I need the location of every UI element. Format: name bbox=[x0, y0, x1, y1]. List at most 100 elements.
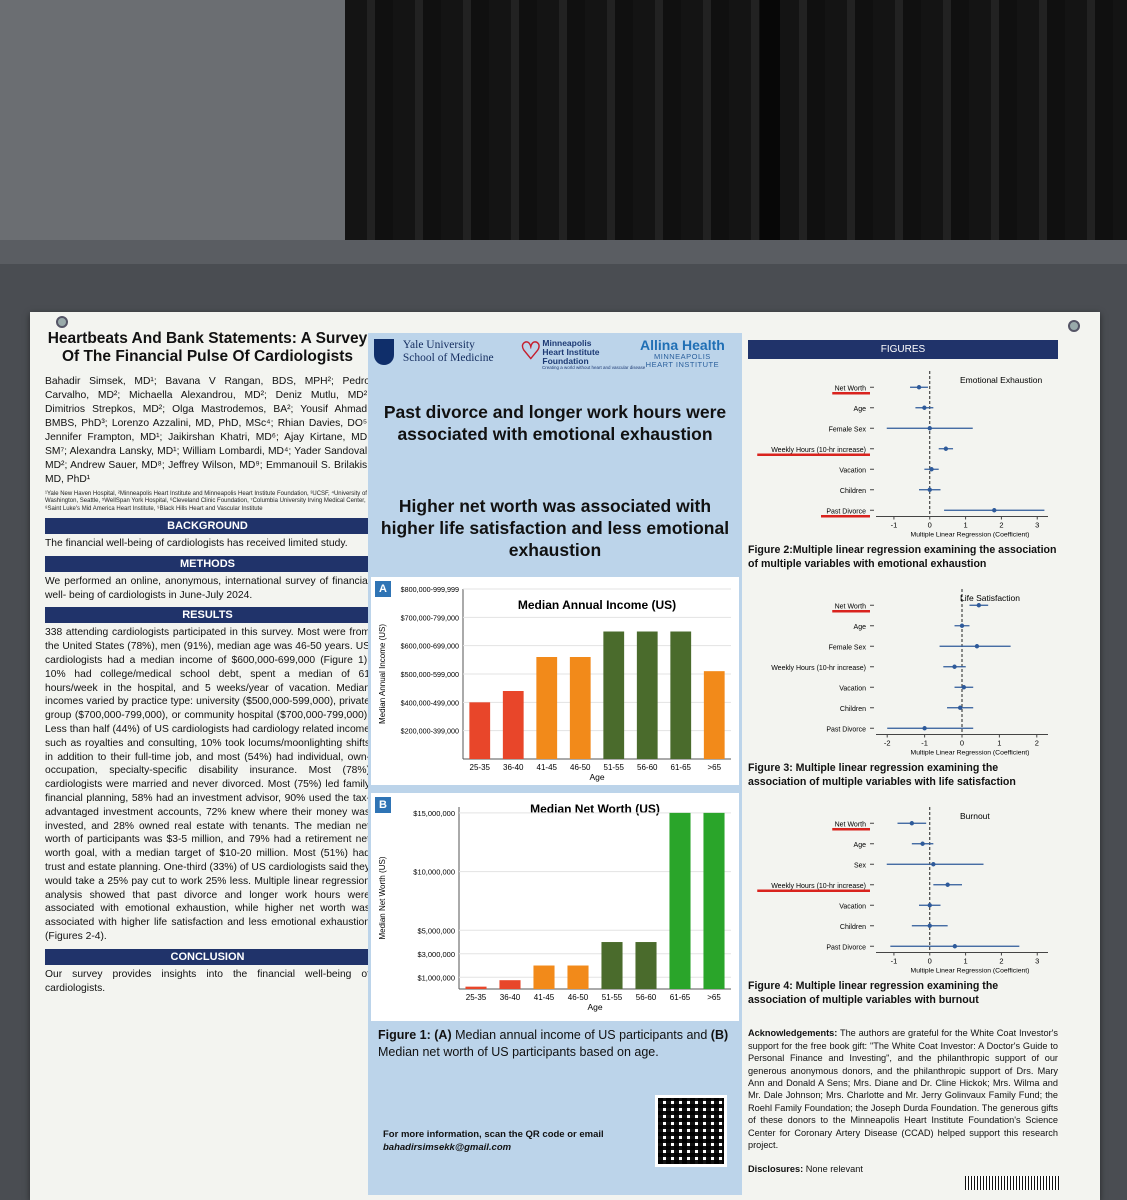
income-bar-chart: Median Annual Income (US) $200,000-399,00… bbox=[378, 557, 731, 782]
y-tick-label: $400,000-499,000 bbox=[401, 698, 459, 707]
point-estimate bbox=[959, 623, 965, 629]
logo-bar: Yale University School of Medicine ♡ Minn… bbox=[368, 333, 742, 377]
yale-logo: Yale University School of Medicine bbox=[374, 339, 494, 365]
bar bbox=[703, 671, 725, 759]
x-tick-label: >65 bbox=[707, 993, 721, 1002]
bar bbox=[636, 631, 658, 759]
point-estimate bbox=[927, 923, 932, 929]
y-tick-label: $200,000-399,000 bbox=[401, 727, 459, 736]
x-tick-label: 36-40 bbox=[503, 763, 524, 772]
x-tick-label: 56-60 bbox=[637, 763, 658, 772]
variable-label: Age bbox=[854, 406, 867, 413]
allina-logo: Allina Health MINNEAPOLIS HEART INSTITUT… bbox=[640, 337, 725, 370]
yale-shield-icon bbox=[374, 339, 394, 365]
key-finding-2: Higher net worth was associated with hig… bbox=[380, 496, 730, 561]
x-tick-label: -1 bbox=[921, 739, 928, 748]
y-axis-label: Median Annual Income (US) bbox=[378, 624, 387, 724]
x-tick-label: 46-50 bbox=[568, 993, 589, 1002]
poster-board-edge bbox=[0, 240, 1127, 264]
x-tick-label: 36-40 bbox=[500, 993, 521, 1002]
point-estimate bbox=[943, 446, 949, 451]
figure-2-caption: Figure 2:Multiple linear regression exam… bbox=[748, 544, 1057, 570]
x-tick-label: >65 bbox=[707, 763, 721, 772]
bar bbox=[670, 631, 692, 759]
variable-label: Weekly Hours (10-hr increase) bbox=[771, 447, 866, 454]
bar bbox=[567, 965, 589, 989]
x-tick-label: 0 bbox=[960, 739, 964, 748]
bar bbox=[569, 657, 591, 759]
y-axis-label: Median Net Worth (US) bbox=[378, 856, 387, 939]
y-tick-label: $600,000-699,000 bbox=[401, 642, 459, 651]
figure-4-caption: Figure 4: Multiple linear regression exa… bbox=[748, 980, 999, 1006]
x-tick-label: 41-45 bbox=[537, 763, 558, 772]
variable-label: Past Divorce bbox=[826, 944, 866, 951]
barcode bbox=[965, 1176, 1060, 1190]
bar bbox=[669, 812, 691, 989]
emotional-exhaustion-forest-plot: Emotional Exhaustion -1 0 1 2 3 Multiple Linea… bbox=[757, 371, 1048, 539]
y-tick-label: $10,000,000 bbox=[413, 868, 455, 877]
contact-email[interactable]: bahadirsimsekk@gmail.com bbox=[383, 1141, 512, 1153]
variable-label: Vacation bbox=[839, 903, 866, 910]
point-estimate bbox=[931, 862, 936, 867]
x-tick-label: 3 bbox=[1035, 957, 1039, 966]
qr-code[interactable] bbox=[655, 1095, 727, 1167]
figure-1a: A Median Annual Income (US) $200,000-399,… bbox=[371, 557, 739, 785]
x-tick-label: 2 bbox=[999, 957, 1003, 966]
results-text: 338 attending cardiologists participated… bbox=[45, 627, 370, 942]
y-tick-label: $1,000,000 bbox=[417, 973, 455, 982]
methods-heading: METHODS bbox=[45, 555, 370, 572]
bar bbox=[703, 812, 725, 989]
variable-label: Past Divorce bbox=[826, 726, 866, 733]
poster-title: Heartbeats And Bank Statements: A Survey… bbox=[47, 330, 368, 366]
x-tick-label: -1 bbox=[891, 521, 898, 530]
plot-title: Burnout bbox=[960, 811, 990, 821]
variable-label: Net Worth bbox=[835, 385, 866, 392]
x-tick-label: 3 bbox=[1035, 521, 1039, 530]
bar bbox=[469, 702, 491, 759]
y-tick-label: $15,000,000 bbox=[413, 809, 455, 818]
bar bbox=[635, 942, 657, 989]
bar bbox=[536, 657, 558, 759]
point-estimate bbox=[916, 385, 922, 390]
plot-title: Emotional Exhaustion bbox=[960, 375, 1042, 385]
point-estimate bbox=[952, 664, 957, 670]
x-tick-label: 25-35 bbox=[466, 993, 487, 1002]
acknowledgements: Acknowledgements: The authors are gratef… bbox=[748, 1028, 1058, 1151]
variable-label: Children bbox=[840, 924, 866, 931]
bar bbox=[603, 631, 625, 759]
author-list: Bahadir Simsek, MD¹; Bavana V Rangan, BD… bbox=[45, 375, 370, 485]
grommet-icon bbox=[56, 316, 68, 328]
point-estimate bbox=[952, 944, 958, 949]
x-axis-label: Multiple Linear Regression (Coefficient) bbox=[911, 532, 1030, 539]
point-estimate bbox=[927, 426, 932, 431]
figures-heading: FIGURES bbox=[748, 340, 1058, 359]
y-tick-label: $700,000-799,000 bbox=[401, 613, 459, 622]
panel-label-a: A bbox=[375, 581, 391, 597]
variable-label: Past Divorce bbox=[826, 508, 866, 515]
contact-info: For more information, scan the QR code o… bbox=[383, 1129, 604, 1153]
point-estimate bbox=[920, 841, 925, 847]
bar bbox=[465, 986, 487, 989]
point-estimate bbox=[927, 903, 932, 908]
variable-label: Female Sex bbox=[829, 426, 867, 433]
variable-label: Sex bbox=[854, 862, 867, 869]
x-tick-label: 2 bbox=[999, 521, 1003, 530]
key-finding-1: Past divorce and longer work hours were … bbox=[383, 402, 727, 445]
variable-label: Vacation bbox=[839, 685, 866, 692]
curtain-gap bbox=[760, 0, 780, 250]
x-tick-label: -1 bbox=[891, 957, 898, 966]
x-tick-label: 1 bbox=[963, 521, 967, 530]
x-tick-label: 51-55 bbox=[604, 763, 625, 772]
variable-label: Net Worth bbox=[835, 603, 866, 610]
x-tick-label: 0 bbox=[928, 521, 932, 530]
networth-bar-chart: Median Net Worth (US) $1,000,000 $3,000,00… bbox=[378, 802, 731, 1012]
x-axis-label: Multiple Linear Regression (Coefficient) bbox=[911, 968, 1030, 975]
conclusion-text: Our survey provides insights into the fi… bbox=[45, 968, 370, 994]
grommet-icon bbox=[1068, 320, 1080, 332]
x-tick-label: 51-55 bbox=[602, 993, 623, 1002]
bar bbox=[601, 942, 623, 989]
y-tick-label: $500,000-599,000 bbox=[401, 670, 459, 679]
y-tick-label: $5,000,000 bbox=[417, 926, 455, 935]
x-tick-label: 61-65 bbox=[670, 993, 691, 1002]
point-estimate bbox=[922, 726, 927, 731]
